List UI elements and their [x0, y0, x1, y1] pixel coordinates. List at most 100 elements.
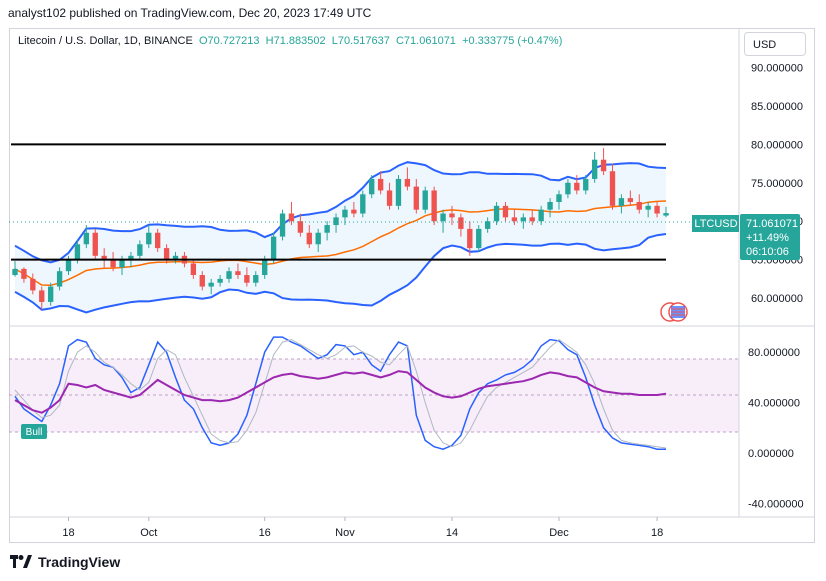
- time-tick-label: 16: [259, 527, 271, 539]
- osc-tick-label: -40.000000: [748, 498, 804, 510]
- osc-tick-label: 80.000000: [748, 347, 800, 359]
- ticker-tag-label: LTCUSD: [694, 218, 737, 230]
- candle-body: [163, 248, 170, 260]
- candle-body: [493, 205, 500, 222]
- axis-ticks-layer: 90.00000085.00000080.00000075.00000070.0…: [62, 62, 803, 539]
- candle-body: [92, 232, 98, 256]
- candle-body: [172, 255, 179, 260]
- candle-body: [547, 201, 553, 210]
- candle-body: [591, 159, 598, 179]
- symbol-name[interactable]: Litecoin / U.S. Dollar, 1D, BINANCE: [18, 35, 193, 47]
- candle-body: [449, 213, 455, 218]
- high-value: H71.883502: [265, 35, 326, 47]
- candle-body: [56, 271, 63, 287]
- candle-body: [110, 259, 116, 268]
- candle-body: [404, 178, 411, 187]
- candle-body: [351, 209, 357, 214]
- price-tick-label: 90.000000: [751, 62, 803, 74]
- oscillator-layer: [14, 336, 667, 450]
- candle-body: [306, 232, 312, 245]
- candle-body: [208, 282, 214, 287]
- candle-body: [155, 232, 161, 249]
- osc-tick-label: 0.000000: [748, 448, 794, 460]
- candle-body: [520, 217, 526, 222]
- candle-body: [74, 244, 81, 260]
- candle-body: [21, 268, 27, 279]
- bb-upper-line: [14, 161, 667, 264]
- candle-body: [574, 182, 580, 191]
- candle-body: [395, 178, 402, 206]
- candle-body: [431, 190, 437, 222]
- flag-icon[interactable]: [660, 302, 688, 322]
- bb-lower-line: [14, 233, 667, 314]
- candle-body: [128, 255, 134, 260]
- close-value: C71.061071: [395, 35, 456, 47]
- low-value: L70.517637: [331, 35, 390, 47]
- price-tick-label: 80.000000: [751, 139, 803, 151]
- time-tick-label: 14: [446, 527, 458, 539]
- candle-body: [360, 194, 366, 214]
- candle-body: [556, 194, 562, 202]
- bull-label: [21, 424, 47, 439]
- candle-body: [529, 217, 535, 222]
- ticker-tag: [692, 215, 739, 232]
- bull-label-text: Bull: [26, 427, 43, 438]
- price-badge-timer: 06:10:06: [746, 246, 789, 258]
- candle-body: [30, 278, 36, 291]
- candle-body: [47, 286, 54, 302]
- candle-body: [386, 190, 393, 206]
- candle-body: [618, 198, 625, 206]
- candle-body: [101, 255, 107, 260]
- time-tick-label: Oct: [140, 527, 157, 539]
- chart-frame: [9, 28, 815, 543]
- candle-body: [369, 178, 375, 195]
- price-tick-label: 85.000000: [751, 101, 803, 113]
- trendlines-layer: [11, 143, 666, 261]
- candle-body: [636, 201, 642, 210]
- footer-brand-text: TradingView: [38, 554, 121, 570]
- footer-brand[interactable]: TradingView: [10, 554, 120, 570]
- candle-body: [502, 205, 509, 218]
- candle-body: [333, 217, 339, 226]
- price-tick-label: 75.000000: [751, 178, 803, 190]
- candle-body: [190, 263, 197, 276]
- rsi-line: [14, 370, 667, 414]
- candle-body: [119, 259, 125, 268]
- candle-body: [244, 275, 250, 283]
- currency-button[interactable]: USD: [744, 32, 806, 56]
- candle-body: [645, 205, 651, 210]
- tradingview-logo-icon: [10, 555, 32, 568]
- candle-body: [600, 159, 607, 172]
- bollinger-layer: [14, 161, 667, 314]
- candle-body: [217, 278, 223, 283]
- price-tick-label: 60.000000: [751, 293, 803, 305]
- publisher-line: analyst102 published on TradingView.com,…: [8, 6, 372, 20]
- candle-body: [511, 217, 518, 222]
- candle-body: [137, 244, 143, 256]
- candle-body: [235, 271, 241, 276]
- candle-body: [39, 290, 45, 302]
- candle-body: [538, 209, 544, 222]
- time-tick-label: 18: [62, 527, 74, 539]
- candle-body: [377, 178, 384, 191]
- candle-body: [476, 228, 482, 249]
- candle-body: [270, 236, 277, 260]
- candle-body: [12, 268, 18, 276]
- candle-body: [146, 232, 152, 245]
- osc-tick-label: 40.000000: [748, 398, 800, 410]
- candles-layer: [12, 148, 669, 310]
- candle-body: [654, 205, 660, 214]
- candle-body: [467, 228, 473, 249]
- candle-body: [565, 182, 571, 195]
- price-badge-change: +11.49%: [746, 232, 789, 244]
- candle-body: [199, 275, 205, 287]
- candle-body: [288, 213, 295, 222]
- candle-body: [297, 221, 304, 233]
- candle-body: [279, 213, 286, 237]
- price-badge: [740, 214, 800, 260]
- candle-body: [262, 259, 268, 276]
- candle-body: [458, 217, 464, 229]
- candle-body: [253, 275, 259, 283]
- open-value: O70.727213: [198, 35, 260, 47]
